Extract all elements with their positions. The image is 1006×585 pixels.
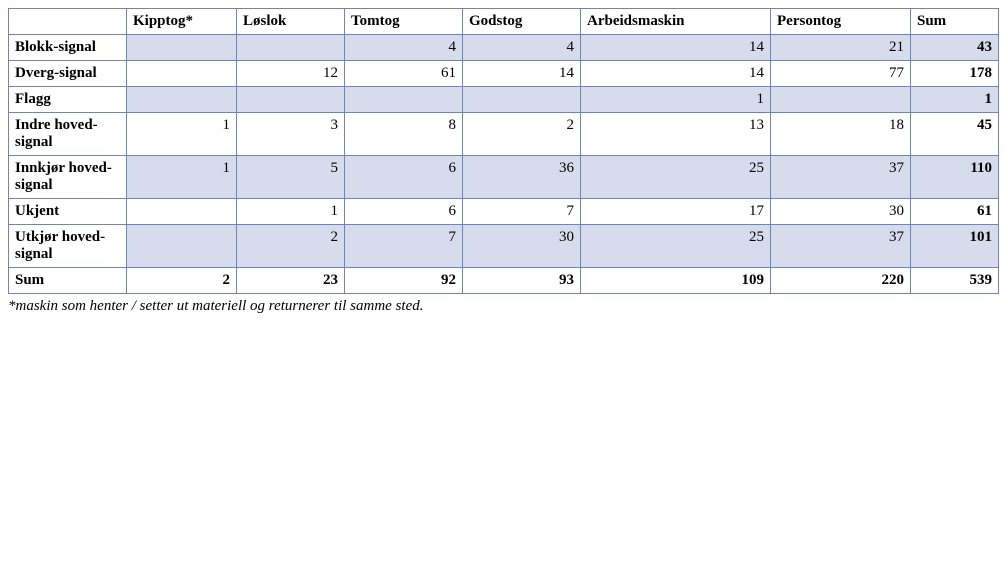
cell: 13 <box>581 113 771 156</box>
col-header: Godstog <box>463 9 581 35</box>
cell: 7 <box>463 199 581 225</box>
cell <box>345 87 463 113</box>
cell: 1 <box>237 199 345 225</box>
table-row: Ukjent 1 6 7 17 30 61 <box>9 199 999 225</box>
row-sum: 178 <box>911 61 999 87</box>
table-row: Indre hoved-signal 1 3 8 2 13 18 45 <box>9 113 999 156</box>
col-header: Arbeidsmaskin <box>581 9 771 35</box>
table-row: Utkjør hoved-signal 2 7 30 25 37 101 <box>9 225 999 268</box>
cell: 37 <box>771 156 911 199</box>
cell <box>127 61 237 87</box>
cell: 2 <box>127 268 237 294</box>
cell: 4 <box>463 35 581 61</box>
cell: 2 <box>237 225 345 268</box>
cell: 109 <box>581 268 771 294</box>
cell: 36 <box>463 156 581 199</box>
cell <box>127 35 237 61</box>
cell: 4 <box>345 35 463 61</box>
cell <box>771 87 911 113</box>
row-label: Blokk-signal <box>9 35 127 61</box>
cell: 37 <box>771 225 911 268</box>
row-label: Flagg <box>9 87 127 113</box>
col-header: Løslok <box>237 9 345 35</box>
col-header: Tomtog <box>345 9 463 35</box>
cell: 21 <box>771 35 911 61</box>
cell: 25 <box>581 156 771 199</box>
table-body: Blokk-signal 4 4 14 21 43 Dverg-signal 1… <box>9 35 999 294</box>
table-row: Blokk-signal 4 4 14 21 43 <box>9 35 999 61</box>
cell <box>127 87 237 113</box>
cell: 1 <box>581 87 771 113</box>
row-sum: 1 <box>911 87 999 113</box>
cell: 30 <box>463 225 581 268</box>
footnote: *maskin som henter / setter ut materiell… <box>8 298 998 315</box>
cell: 220 <box>771 268 911 294</box>
cell: 1 <box>127 156 237 199</box>
row-sum: 45 <box>911 113 999 156</box>
cell: 92 <box>345 268 463 294</box>
cell: 6 <box>345 199 463 225</box>
cell: 8 <box>345 113 463 156</box>
cell: 12 <box>237 61 345 87</box>
cell: 61 <box>345 61 463 87</box>
table-row: Flagg 1 1 <box>9 87 999 113</box>
row-sum: 110 <box>911 156 999 199</box>
row-label: Innkjør hoved-signal <box>9 156 127 199</box>
cell: 30 <box>771 199 911 225</box>
sum-row: Sum 2 23 92 93 109 220 539 <box>9 268 999 294</box>
table-row: Innkjør hoved-signal 1 5 6 36 25 37 110 <box>9 156 999 199</box>
cell: 77 <box>771 61 911 87</box>
row-label: Indre hoved-signal <box>9 113 127 156</box>
cell: 18 <box>771 113 911 156</box>
grand-total: 539 <box>911 268 999 294</box>
row-sum: 61 <box>911 199 999 225</box>
cell: 23 <box>237 268 345 294</box>
cell: 7 <box>345 225 463 268</box>
row-label: Ukjent <box>9 199 127 225</box>
col-header: Sum <box>911 9 999 35</box>
cell: 93 <box>463 268 581 294</box>
cell <box>237 35 345 61</box>
cell: 17 <box>581 199 771 225</box>
cell <box>127 199 237 225</box>
table-row: Dverg-signal 12 61 14 14 77 178 <box>9 61 999 87</box>
cell: 2 <box>463 113 581 156</box>
cell: 3 <box>237 113 345 156</box>
cell <box>237 87 345 113</box>
data-table: Kipptog* Løslok Tomtog Godstog Arbeidsma… <box>8 8 999 294</box>
cell: 14 <box>581 61 771 87</box>
row-label: Dverg-signal <box>9 61 127 87</box>
cell: 1 <box>127 113 237 156</box>
cell: 6 <box>345 156 463 199</box>
cell <box>127 225 237 268</box>
cell <box>463 87 581 113</box>
cell: 14 <box>581 35 771 61</box>
header-row: Kipptog* Løslok Tomtog Godstog Arbeidsma… <box>9 9 999 35</box>
cell: 14 <box>463 61 581 87</box>
col-header: Kipptog* <box>127 9 237 35</box>
col-header <box>9 9 127 35</box>
row-label: Utkjør hoved-signal <box>9 225 127 268</box>
cell: 25 <box>581 225 771 268</box>
row-sum: 101 <box>911 225 999 268</box>
col-header: Persontog <box>771 9 911 35</box>
row-sum: 43 <box>911 35 999 61</box>
row-label: Sum <box>9 268 127 294</box>
cell: 5 <box>237 156 345 199</box>
